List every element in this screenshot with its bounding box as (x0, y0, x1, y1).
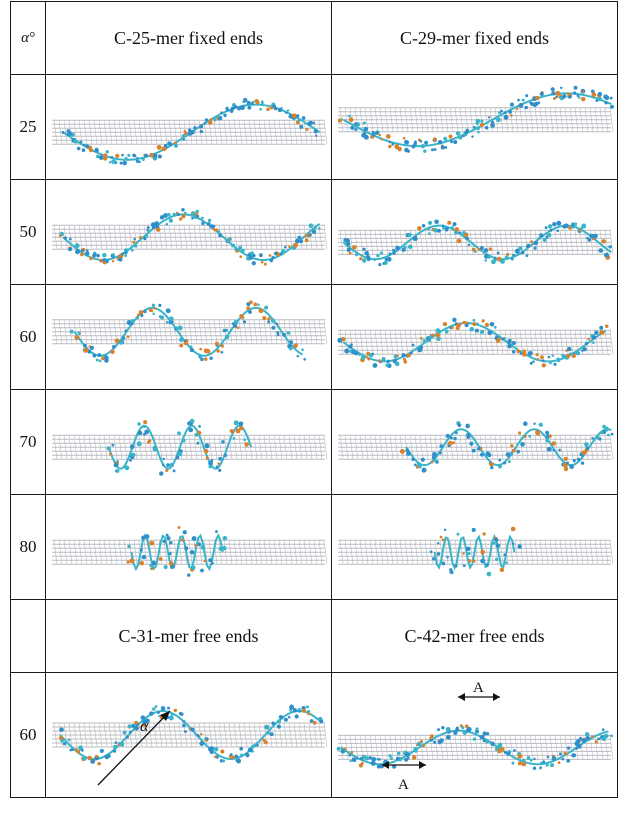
period-label-top: A (473, 680, 484, 696)
row-angle-70: 70 (10, 389, 618, 495)
figure-table: α° C-25-mer fixed ends C-29-mer fixed en… (10, 1, 618, 798)
alpha-symbol: α (140, 718, 149, 735)
simulation-image: α (46, 673, 331, 797)
row-angle-25: 25 (10, 74, 618, 180)
simulation-image (332, 495, 617, 599)
nanotube-dna-illustration (52, 208, 328, 266)
row-angle-60-free: 60 α A A (10, 672, 618, 798)
simulation-image (46, 180, 331, 284)
simulation-image (332, 180, 617, 284)
angle-label: 80 (10, 494, 46, 600)
col2-header-2: C-42-mer free ends (331, 599, 618, 673)
alpha-angle-annotation: α (97, 710, 171, 786)
angle-label: 60 (10, 672, 46, 798)
row-angle-60: 60 (10, 284, 618, 390)
simulation-image (46, 495, 331, 599)
nanotube-dna-illustration (52, 97, 328, 166)
nanotube-dna-illustration (337, 85, 614, 153)
col1-header-2: C-31-mer free ends (45, 599, 332, 673)
nanotube-dna-illustration (52, 300, 328, 363)
simulation-image: A A (332, 673, 617, 797)
header-row: α° C-25-mer fixed ends C-29-mer fixed en… (10, 1, 618, 75)
simulation-image (332, 390, 617, 494)
nanotube-dna-illustration (52, 704, 328, 766)
period-label-bottom: A (398, 777, 409, 793)
angle-header-empty (10, 599, 46, 673)
nanotube-dna-illustration (52, 418, 328, 476)
angle-label: 25 (10, 74, 46, 180)
simulation-image (332, 285, 617, 389)
row-angle-80: 80 (10, 494, 618, 600)
angle-header: α° (10, 1, 46, 75)
row-angle-50: 50 (10, 179, 618, 285)
nanotube-dna-illustration (338, 219, 614, 267)
header-row-2: C-31-mer free ends C-42-mer free ends (10, 599, 618, 673)
period-annotation: A A (382, 680, 500, 793)
simulation-image (332, 75, 617, 179)
nanotube-dna-illustration (338, 421, 614, 473)
simulation-image (46, 75, 331, 179)
angle-label: 50 (10, 179, 46, 285)
angle-label: 70 (10, 389, 46, 495)
nanotube-dna-illustration (337, 317, 614, 369)
simulation-image (46, 390, 331, 494)
nanotube-dna-illustration (338, 526, 614, 577)
simulation-image (46, 285, 331, 389)
col2-header: C-29-mer fixed ends (331, 1, 618, 75)
angle-label: 60 (10, 284, 46, 390)
nanotube-dna-illustration (52, 526, 328, 577)
col1-header: C-25-mer fixed ends (45, 1, 332, 75)
